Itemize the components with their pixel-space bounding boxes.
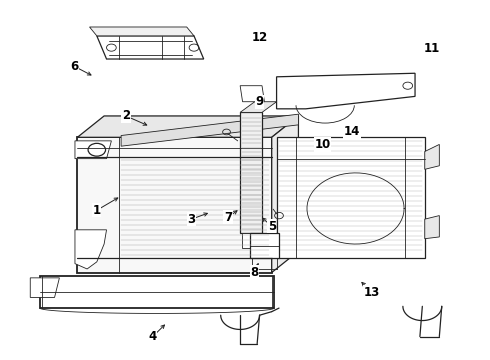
Text: 12: 12 [251, 31, 268, 44]
Text: 11: 11 [424, 42, 440, 55]
Polygon shape [425, 216, 440, 239]
Text: 7: 7 [224, 211, 232, 224]
Text: 5: 5 [268, 220, 276, 233]
Polygon shape [276, 137, 425, 258]
Polygon shape [75, 230, 106, 269]
Polygon shape [240, 112, 262, 233]
Polygon shape [272, 116, 298, 273]
Polygon shape [75, 141, 111, 159]
Polygon shape [90, 27, 194, 36]
Polygon shape [242, 233, 261, 248]
Polygon shape [425, 144, 440, 169]
Polygon shape [77, 137, 272, 273]
Text: 2: 2 [122, 109, 130, 122]
Text: 10: 10 [315, 138, 331, 151]
Polygon shape [276, 73, 415, 109]
Polygon shape [40, 276, 274, 308]
Text: 9: 9 [255, 95, 264, 108]
Polygon shape [121, 114, 298, 146]
Polygon shape [250, 233, 279, 258]
Text: 3: 3 [188, 213, 196, 226]
Polygon shape [97, 36, 204, 59]
Text: 8: 8 [250, 266, 259, 279]
Text: 13: 13 [363, 285, 379, 298]
Polygon shape [240, 86, 265, 102]
Text: 4: 4 [148, 330, 157, 343]
Text: 1: 1 [93, 204, 101, 217]
Polygon shape [77, 116, 298, 137]
Polygon shape [30, 278, 59, 297]
Text: 6: 6 [70, 60, 78, 73]
Polygon shape [240, 102, 276, 112]
Text: 14: 14 [343, 126, 360, 139]
